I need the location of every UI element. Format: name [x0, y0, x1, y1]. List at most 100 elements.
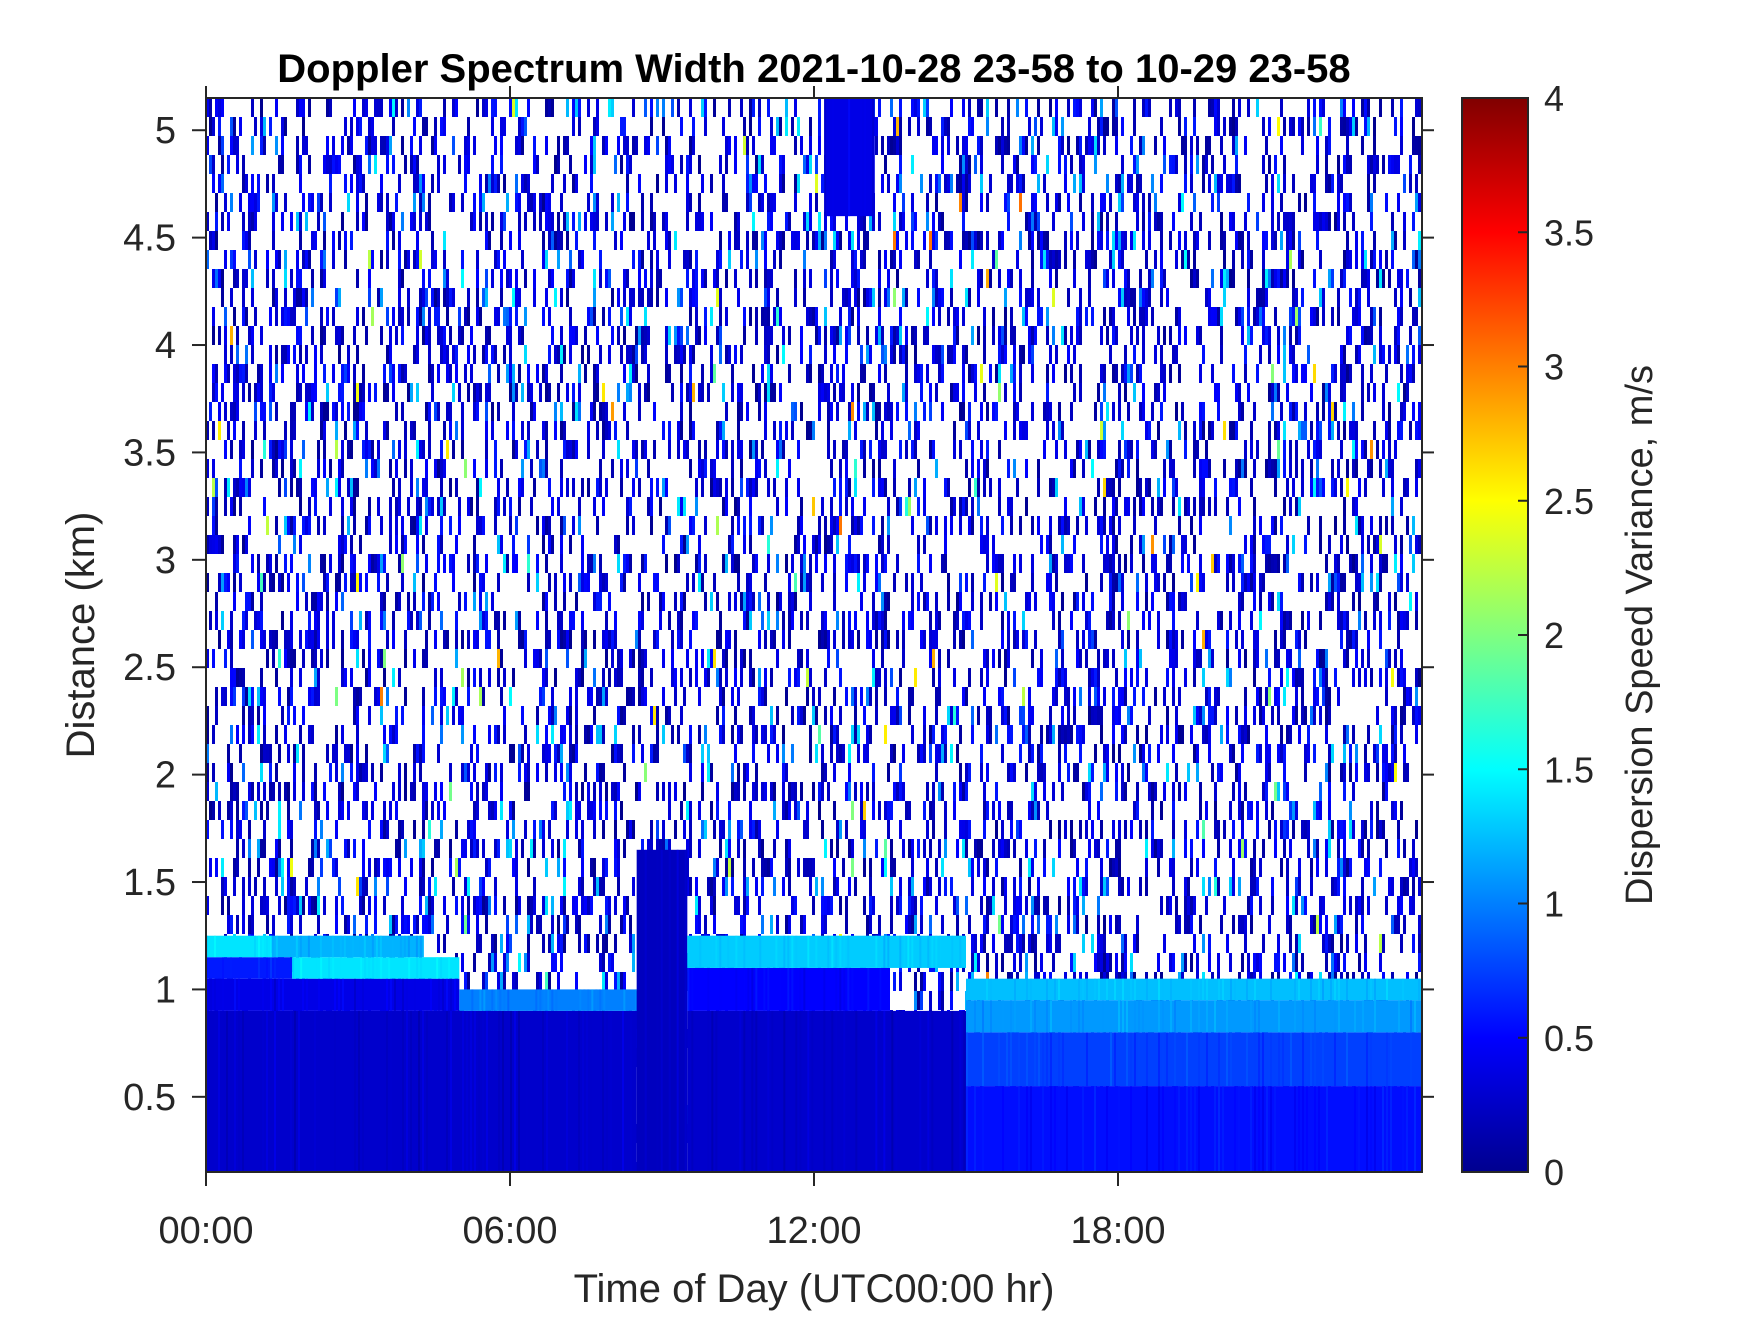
heatmap-cell — [659, 611, 662, 630]
heatmap-cell — [965, 288, 968, 307]
heatmap-cell — [359, 687, 362, 706]
heatmap-cell — [737, 782, 740, 801]
heatmap-cell — [680, 402, 683, 421]
heatmap-cell — [743, 649, 746, 668]
heatmap-cell — [833, 573, 836, 592]
heatmap-cell — [644, 307, 647, 326]
heatmap-cell — [221, 269, 224, 288]
heatmap-cell — [368, 269, 371, 288]
heatmap-cell — [242, 478, 245, 497]
heatmap-cell — [713, 877, 716, 896]
heatmap-cell — [272, 231, 275, 250]
heatmap-cell — [509, 383, 512, 402]
heatmap-cell — [773, 193, 776, 212]
heatmap-cell — [335, 478, 338, 497]
heatmap-cell — [221, 858, 224, 877]
heatmap-cell — [938, 649, 941, 668]
heatmap-cell — [758, 820, 761, 839]
heatmap-cell — [362, 649, 365, 668]
heatmap-cell — [449, 326, 452, 345]
heatmap-cell — [689, 402, 692, 421]
heatmap-cell — [518, 630, 521, 649]
heatmap-cell — [830, 250, 833, 269]
heatmap-cell — [551, 687, 554, 706]
heatmap-cell — [602, 402, 605, 421]
heatmap-cell — [383, 592, 386, 611]
heatmap-cell — [566, 212, 569, 231]
heatmap-cell — [431, 288, 434, 307]
heatmap-cell — [980, 934, 983, 953]
heatmap-cell — [428, 497, 431, 516]
heatmap-cell — [635, 364, 638, 383]
heatmap-cell — [722, 174, 725, 193]
heatmap-cell — [851, 516, 854, 535]
heatmap-cell — [536, 915, 539, 934]
heatmap-cell — [902, 193, 905, 212]
heatmap-cell — [473, 193, 476, 212]
heatmap-cell — [920, 915, 923, 934]
heatmap-cell — [311, 383, 314, 402]
heatmap-cell — [488, 231, 491, 250]
heatmap-cell — [980, 516, 983, 535]
heatmap-cell — [377, 687, 380, 706]
heatmap-cell — [311, 782, 314, 801]
heatmap-cell — [680, 611, 683, 630]
heatmap-cell — [737, 573, 740, 592]
heatmap-cell — [809, 155, 812, 174]
heatmap-cell — [593, 269, 596, 288]
heatmap-cell — [434, 877, 437, 896]
heatmap-cell — [860, 782, 863, 801]
heatmap-cell — [335, 573, 338, 592]
heatmap-cell — [290, 269, 293, 288]
heatmap-cell — [509, 934, 512, 953]
heatmap-cell — [665, 554, 668, 573]
heatmap-cell — [914, 478, 917, 497]
heatmap-cell — [422, 307, 425, 326]
heatmap-cell — [584, 896, 587, 915]
heatmap-cell — [971, 497, 974, 516]
heatmap-cell — [506, 478, 509, 497]
heatmap-cell — [428, 611, 431, 630]
heatmap-cell — [938, 877, 941, 896]
heatmap-cell — [209, 801, 212, 820]
heatmap-cell — [896, 497, 899, 516]
heatmap-cell — [422, 820, 425, 839]
heatmap-cell — [572, 212, 575, 231]
heatmap-cell — [353, 782, 356, 801]
heatmap-cell — [773, 136, 776, 155]
heatmap-cell — [293, 706, 296, 725]
heatmap-cell — [248, 193, 251, 212]
heatmap-cell — [635, 440, 638, 459]
heatmap-cell — [761, 516, 764, 535]
heatmap-cell — [575, 174, 578, 193]
heatmap-cell — [602, 820, 605, 839]
heatmap-cell — [242, 231, 245, 250]
heatmap-cell — [227, 212, 230, 231]
heatmap-cell — [284, 649, 287, 668]
heatmap-cell — [881, 136, 884, 155]
heatmap-cell — [269, 117, 272, 136]
heatmap-cell — [293, 402, 296, 421]
heatmap-cell — [278, 782, 281, 801]
heatmap-cell — [872, 801, 875, 820]
heatmap-cell — [665, 288, 668, 307]
heatmap-cell — [233, 402, 236, 421]
heatmap-cell — [554, 744, 557, 763]
heatmap-cell — [854, 687, 857, 706]
heatmap-cell — [722, 725, 725, 744]
heatmap-cell — [845, 554, 848, 573]
heatmap-cell — [392, 782, 395, 801]
heatmap-cell — [671, 649, 674, 668]
heatmap-cell — [911, 573, 914, 592]
heatmap-cell — [374, 459, 377, 478]
heatmap-cell — [296, 573, 299, 592]
heatmap-cell — [677, 345, 680, 364]
heatmap-cell — [356, 383, 359, 402]
heatmap-cell — [338, 459, 341, 478]
heatmap-cell — [260, 801, 263, 820]
heatmap-cell — [824, 231, 827, 250]
heatmap-cell — [353, 706, 356, 725]
heatmap-cell — [557, 497, 560, 516]
heatmap-cell — [335, 744, 338, 763]
heatmap-cell — [710, 345, 713, 364]
